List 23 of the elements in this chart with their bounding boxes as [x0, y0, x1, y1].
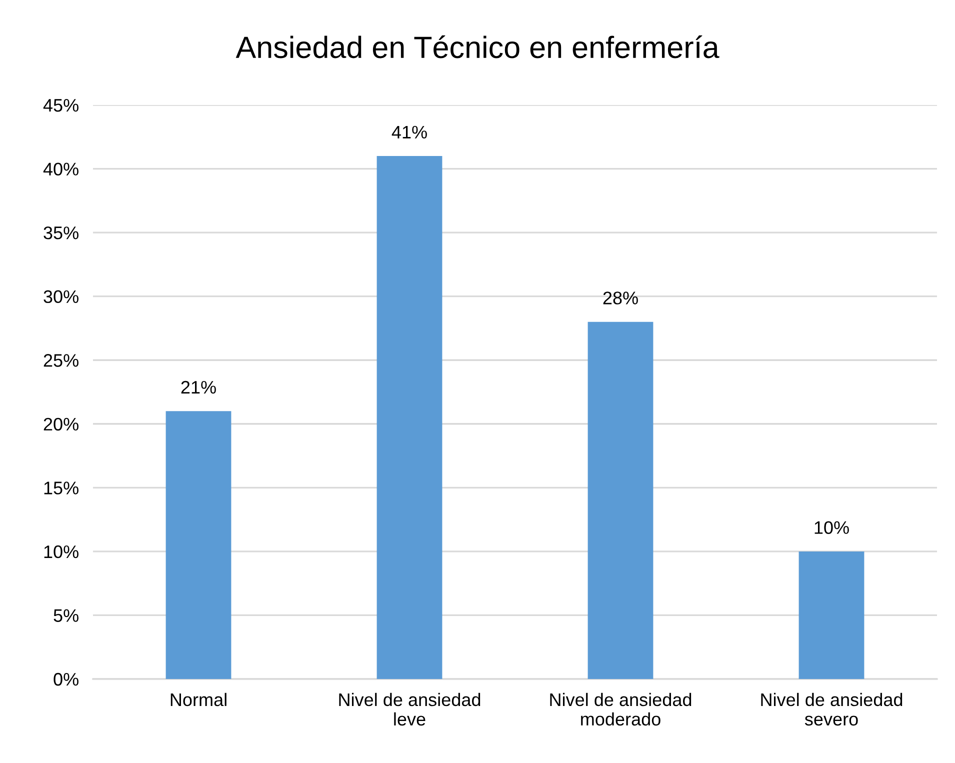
data-label: 28% — [603, 292, 638, 304]
bar — [376, 156, 442, 679]
y-tick-label: 40% — [43, 162, 78, 176]
data-label: 10% — [814, 521, 849, 534]
bar — [166, 411, 232, 679]
x-tick-label: Nivel de ansiedad severo — [761, 692, 902, 726]
x-tick-label: Normal — [170, 692, 226, 706]
y-tick-label: 30% — [44, 290, 78, 304]
data-label: 41% — [392, 126, 427, 138]
x-tick-label: Nivel de ansiedad leve — [339, 692, 480, 726]
y-tick-label: 0% — [54, 672, 78, 686]
chart-title: Ansiedad en Técnico en enfermería — [236, 35, 720, 58]
y-tick-label: 15% — [44, 482, 78, 494]
y-tick-label: 35% — [44, 226, 78, 240]
bar — [798, 551, 864, 679]
y-tick-label: 5% — [54, 609, 78, 622]
bar — [588, 322, 654, 679]
y-tick-label: 10% — [44, 545, 78, 558]
y-tick-label: 20% — [44, 418, 78, 431]
data-label: 21% — [181, 380, 216, 394]
y-tick-label: 45% — [43, 99, 78, 112]
x-tick-label: Nivel de ansiedad moderado — [550, 692, 692, 726]
y-tick-label: 25% — [44, 354, 78, 367]
